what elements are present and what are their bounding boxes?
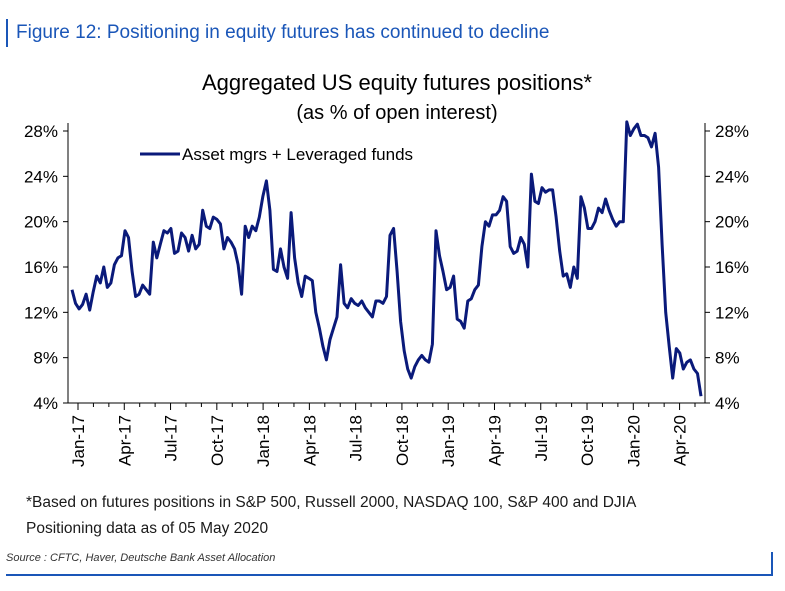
x-tick-label: Oct-17 bbox=[208, 415, 227, 466]
left-y-tick-label: 16% bbox=[24, 258, 58, 277]
x-tick-label: Jan-19 bbox=[439, 415, 458, 467]
right-y-tick-label: 28% bbox=[715, 122, 749, 141]
x-tick-label: Jul-18 bbox=[347, 415, 366, 461]
x-tick-label: Jan-17 bbox=[69, 415, 88, 467]
left-y-tick-label: 24% bbox=[24, 167, 58, 186]
chart-title: Aggregated US equity futures positions* bbox=[202, 70, 593, 95]
right-y-tick-label: 20% bbox=[715, 213, 749, 232]
x-tick-label: Apr-19 bbox=[485, 415, 504, 466]
chart-subtitle: (as % of open interest) bbox=[296, 102, 497, 124]
x-tick-label: Apr-18 bbox=[300, 415, 319, 466]
left-y-tick-label: 20% bbox=[24, 213, 58, 232]
right-y-tick-label: 8% bbox=[715, 349, 740, 368]
x-tick-label: Jan-18 bbox=[254, 415, 273, 467]
legend-label: Asset mgrs + Leveraged funds bbox=[182, 145, 413, 164]
x-tick-label: Oct-19 bbox=[578, 415, 597, 466]
left-y-tick-label: 12% bbox=[24, 303, 58, 322]
x-tick-label: Oct-18 bbox=[393, 415, 412, 466]
x-tick-label: Jul-19 bbox=[532, 415, 551, 461]
right-y-tick-label: 12% bbox=[715, 303, 749, 322]
x-tick-label: Jan-20 bbox=[624, 415, 643, 467]
right-y-tick-label: 24% bbox=[715, 167, 749, 186]
source-note: Source : CFTC, Haver, Deutsche Bank Asse… bbox=[6, 552, 276, 564]
x-tick-label: Jul-17 bbox=[162, 415, 181, 461]
legend: Asset mgrs + Leveraged funds bbox=[140, 145, 413, 164]
right-y-tick-label: 16% bbox=[715, 258, 749, 277]
figure-title: Figure 12: Positioning in equity futures… bbox=[6, 19, 549, 47]
footnote-based-on: *Based on futures positions in S&P 500, … bbox=[26, 494, 637, 511]
plot-group bbox=[70, 120, 703, 397]
bottom-rule bbox=[6, 574, 772, 576]
left-y-tick-label: 28% bbox=[24, 122, 58, 141]
left-y-tick-label: 8% bbox=[33, 349, 58, 368]
series-line-asset-mgrs-leveraged-funds bbox=[70, 120, 703, 397]
x-tick-label: Apr-17 bbox=[115, 415, 134, 466]
right-edge-marker bbox=[771, 552, 773, 576]
axes-group: 4% 4% 8% 8% 12% 12% 16% 16% 20% 20% 24% 24% 28% 28% Ja… bbox=[24, 122, 749, 467]
right-y-tick-label: 4% bbox=[715, 394, 740, 413]
footnote-as-of: Positioning data as of 05 May 2020 bbox=[26, 520, 269, 537]
x-tick-label: Apr-20 bbox=[671, 415, 690, 466]
left-y-tick-label: 4% bbox=[33, 394, 58, 413]
